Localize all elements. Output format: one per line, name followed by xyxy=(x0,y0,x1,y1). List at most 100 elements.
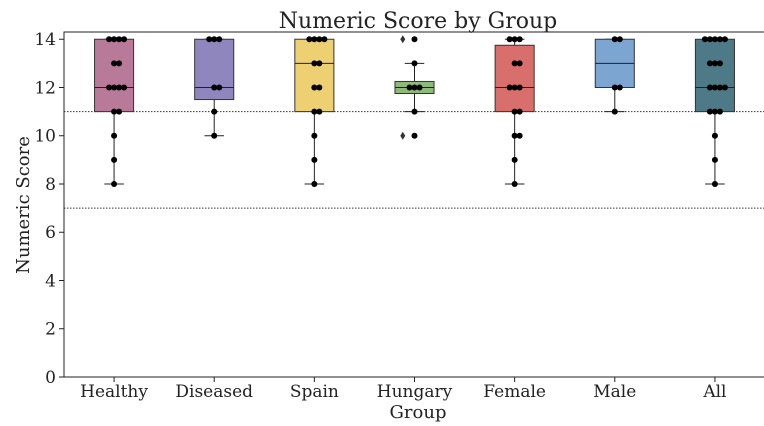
data-point xyxy=(516,84,523,91)
data-point xyxy=(411,60,418,67)
x-tick-label: Spain xyxy=(290,382,339,402)
data-point xyxy=(116,60,123,67)
y-axis-label: Numeric Score xyxy=(13,136,34,274)
y-tick-label: 14 xyxy=(34,30,56,50)
data-point xyxy=(321,36,328,43)
data-point xyxy=(716,108,723,115)
data-point xyxy=(701,36,708,43)
chart-title: Numeric Score by Group xyxy=(279,9,557,34)
data-point xyxy=(311,180,318,187)
data-point xyxy=(511,180,518,187)
data-point xyxy=(411,108,418,115)
data-point xyxy=(411,132,418,139)
data-point xyxy=(716,84,723,91)
data-point xyxy=(611,84,618,91)
data-point xyxy=(511,60,518,67)
x-tick-label: Healthy xyxy=(80,382,148,402)
data-point xyxy=(711,132,718,139)
data-point xyxy=(611,36,618,43)
plot-frame xyxy=(63,31,764,378)
data-point xyxy=(511,36,518,43)
x-tick-label: All xyxy=(702,382,726,402)
data-point xyxy=(516,36,523,43)
box-iqr xyxy=(94,38,135,113)
data-point xyxy=(406,84,413,91)
data-point xyxy=(111,108,118,115)
data-point xyxy=(316,108,323,115)
data-point xyxy=(506,84,513,91)
data-point xyxy=(616,84,623,91)
data-point xyxy=(111,180,118,187)
data-point xyxy=(311,84,318,91)
data-point xyxy=(516,108,523,115)
y-tick-label: 8 xyxy=(45,175,56,195)
data-point xyxy=(616,36,623,43)
data-point xyxy=(116,84,123,91)
box-group xyxy=(194,36,235,139)
data-point xyxy=(611,108,618,115)
box-group xyxy=(594,36,635,115)
box-group xyxy=(294,36,335,187)
data-point xyxy=(216,84,223,91)
box-iqr xyxy=(694,38,735,113)
data-point xyxy=(711,156,718,163)
data-point xyxy=(111,60,118,67)
data-point xyxy=(311,108,318,115)
data-point xyxy=(706,108,713,115)
y-tick-label: 4 xyxy=(45,271,56,291)
data-point xyxy=(211,36,218,43)
data-point xyxy=(716,36,723,43)
data-point xyxy=(311,36,318,43)
data-point xyxy=(516,60,523,67)
data-point xyxy=(216,36,223,43)
data-point xyxy=(511,108,518,115)
box-iqr xyxy=(194,38,235,101)
data-point xyxy=(711,84,718,91)
y-tick-label: 0 xyxy=(45,368,56,388)
data-point xyxy=(206,36,213,43)
x-tick-label: Male xyxy=(593,382,636,402)
data-point xyxy=(211,108,218,115)
data-point xyxy=(211,132,218,139)
x-tick-label: Diseased xyxy=(175,382,253,402)
data-point xyxy=(706,84,713,91)
data-point xyxy=(411,84,418,91)
data-point xyxy=(306,36,313,43)
data-point xyxy=(511,84,518,91)
data-point xyxy=(516,132,523,139)
data-point xyxy=(121,84,128,91)
data-point xyxy=(111,156,118,163)
data-point xyxy=(411,36,418,43)
data-point xyxy=(111,132,118,139)
data-point xyxy=(106,36,113,43)
data-point xyxy=(316,36,323,43)
data-point xyxy=(511,132,518,139)
data-point xyxy=(416,84,423,91)
data-point xyxy=(111,84,118,91)
data-point xyxy=(211,84,218,91)
data-point xyxy=(721,84,728,91)
data-point xyxy=(311,60,318,67)
y-tick-label: 2 xyxy=(45,320,56,340)
outlier-marker xyxy=(400,131,406,140)
data-point xyxy=(711,60,718,67)
box-iqr xyxy=(294,38,335,113)
data-point xyxy=(506,36,513,43)
data-point xyxy=(716,60,723,67)
data-point xyxy=(106,84,113,91)
data-point xyxy=(121,36,128,43)
y-tick-label: 10 xyxy=(34,127,56,147)
box-group xyxy=(494,36,535,187)
box-iqr xyxy=(494,44,535,113)
y-tick-label: 12 xyxy=(34,78,56,98)
data-point xyxy=(706,60,713,67)
data-point xyxy=(316,84,323,91)
x-axis-label: Group xyxy=(390,402,447,423)
data-point xyxy=(511,156,518,163)
y-tick-label: 6 xyxy=(45,223,56,243)
x-tick-label: Hungary xyxy=(377,382,453,402)
x-tick-label: Female xyxy=(483,382,546,402)
data-point xyxy=(711,36,718,43)
data-point xyxy=(311,156,318,163)
